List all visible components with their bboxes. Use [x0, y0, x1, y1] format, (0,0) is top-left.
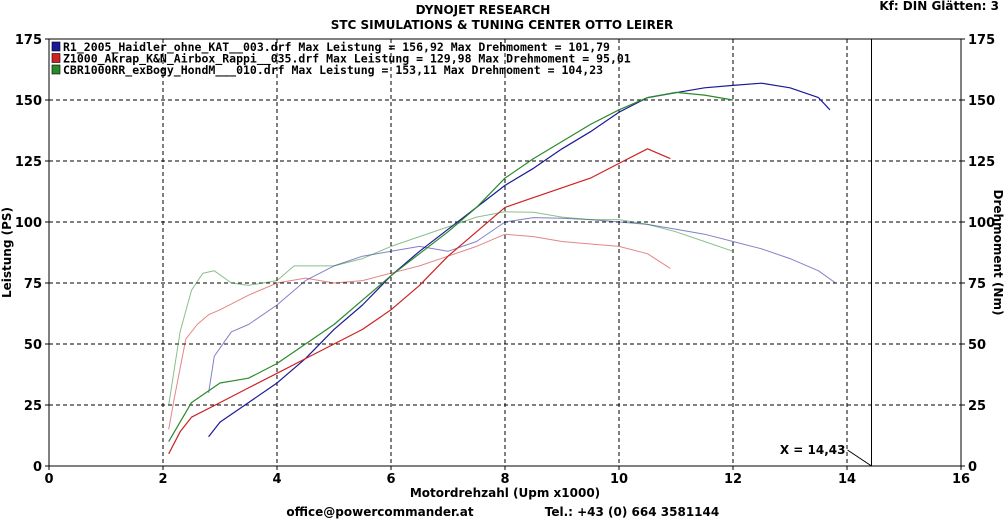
cursor-pointer — [847, 449, 872, 467]
series-1-torque-line — [168, 233, 671, 430]
x-tick-label-1: 2 — [158, 472, 167, 487]
legend-swatch-2 — [51, 64, 61, 75]
series-0-power-line — [208, 82, 831, 438]
x-tick-label-8: 16 — [952, 472, 970, 487]
legend: R1_2005_Haidler_ohne_KAT__003.drf Max Le… — [51, 40, 631, 78]
settings-readout: Kf: DIN Glätten: 3 — [879, 0, 999, 13]
x-tick-label-6: 12 — [724, 472, 742, 487]
y-tick-label-5: 125 — [15, 155, 42, 170]
legend-swatch-0 — [51, 41, 61, 52]
y-tick-label-4: 100 — [15, 216, 42, 231]
tick-labels: 0 2 4 6 8 10 12 14 16025507510012515017502550751… — [15, 33, 995, 487]
y-tick-label-3: 75 — [24, 277, 42, 292]
legend-label-2: CBR1000RR_exBogy_HondM___010.drf Max Lei… — [63, 63, 603, 78]
y-tick-label-1: 25 — [24, 399, 42, 414]
chart-title: DYNOJET RESEARCH — [416, 3, 551, 17]
x-tick-label-7: 14 — [838, 472, 856, 487]
y2-tick-label-4: 100 — [968, 216, 995, 231]
y-axis-label: Leistung (PS) — [0, 207, 14, 298]
legend-swatch-1 — [51, 53, 61, 63]
y2-tick-label-7: 175 — [968, 33, 995, 48]
series-0-torque-line — [208, 217, 836, 393]
y2-tick-label-2: 50 — [968, 338, 986, 353]
y2-tick-label-1: 25 — [968, 399, 986, 414]
y2-axis-label: Drehmoment (Nm) — [991, 190, 1005, 316]
footer-phone: Tel.: +43 (0) 664 3581144 — [545, 505, 719, 519]
x-tick-label-2: 4 — [272, 472, 281, 487]
plot-frame — [48, 38, 962, 467]
y-tick-label-2: 50 — [24, 338, 42, 353]
y2-tick-label-5: 125 — [968, 155, 995, 170]
x-tick-label-4: 8 — [500, 472, 509, 487]
series-lines — [168, 82, 836, 455]
grid-lines — [49, 39, 961, 466]
x-tick-label-3: 6 — [386, 472, 395, 487]
x-axis-label: Motordrehzahl (Upm x1000) — [410, 486, 600, 500]
y-tick-label-0: 0 — [33, 460, 42, 475]
chart-subtitle: STC SIMULATIONS & TUNING CENTER OTTO LEI… — [331, 18, 674, 32]
series-1-power-line — [168, 148, 671, 455]
y-tick-label-6: 150 — [15, 94, 42, 109]
y2-tick-label-3: 75 — [968, 277, 986, 292]
footer-email: office@powercommander.at — [286, 505, 473, 519]
legend-label-1: Z1000_Akrap_K&N_Airbox_Rappi__035.drf Ma… — [63, 52, 631, 67]
cursor-label: X = 14,43 — [780, 443, 846, 457]
x-tick-label-5: 10 — [610, 472, 628, 487]
y2-tick-label-6: 150 — [968, 94, 995, 109]
y2-tick-label-0: 0 — [968, 460, 977, 475]
y-tick-label-7: 175 — [15, 33, 42, 48]
series-2-power-line — [168, 91, 734, 442]
series-2-torque-line — [168, 211, 734, 406]
legend-label-0: R1_2005_Haidler_ohne_KAT__003.drf Max Le… — [63, 40, 610, 55]
x-tick-label-0: 0 — [44, 472, 53, 487]
